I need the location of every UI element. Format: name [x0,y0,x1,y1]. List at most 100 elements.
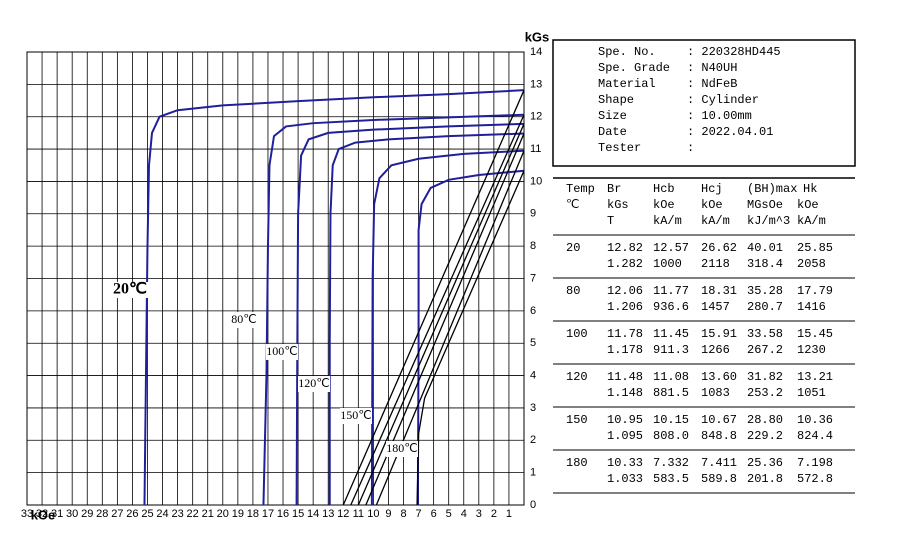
table-cell: 11.08 [653,370,689,384]
y-tick-label: 0 [530,499,536,511]
table-header: MGsOe [747,198,783,212]
y-tick-label: 9 [530,208,536,220]
label-bg [266,344,298,360]
x-tick-label: 18 [247,508,259,520]
x-axis-title: kOe [31,507,56,522]
x-tick-label: 16 [277,508,289,520]
x-tick-label: 22 [187,508,199,520]
y-tick-label: 2 [530,434,536,446]
y-tick-label: 6 [530,305,536,317]
table-cell: 31.82 [747,370,783,384]
table-cell: 12.82 [607,241,643,255]
y-tick-label: 12 [530,111,542,123]
label-bg [340,408,372,424]
x-tick-label: 21 [202,508,214,520]
info-value: : NdFeB [687,77,737,91]
x-tick-label: 10 [367,508,379,520]
table-cell: 808.0 [653,429,689,443]
info-label: Shape [598,93,634,107]
table-cell: 2118 [701,257,730,271]
table-header: Br [607,182,621,196]
y-tick-label: 14 [530,46,542,58]
table-cell: 824.4 [797,429,833,443]
table-cell: 35.28 [747,284,783,298]
x-tick-label: 12 [337,508,349,520]
x-tick-label: 13 [322,508,334,520]
curve-label: 80℃ [231,312,256,326]
curve-label: 180℃ [386,441,417,455]
curve [350,114,525,506]
table-header: (BH)max [747,182,797,196]
curve [262,113,525,506]
table-temp: 180 [566,456,588,470]
table-header: Hcb [653,182,675,196]
table-cell: 11.78 [607,327,643,341]
info-label: Date [598,125,627,139]
table-cell: 10.95 [607,413,643,427]
info-label: Tester [598,141,641,155]
x-tick-label: 3 [476,508,482,520]
y-tick-label: 7 [530,272,536,284]
table-cell: 11.45 [653,327,689,341]
curve [328,132,525,505]
curve-label: 120℃ [298,376,329,390]
curve [295,122,525,506]
curve [416,169,525,506]
table-header: Temp [566,182,595,196]
info-label: Spe. Grade [598,61,670,75]
table-cell: 1.282 [607,257,643,271]
table-cell: 15.45 [797,327,833,341]
table-cell: 40.01 [747,241,783,255]
table-cell: 267.2 [747,343,783,357]
table-cell: 1416 [797,300,826,314]
curve-label: 100℃ [266,344,297,358]
info-value: : 10.00mm [687,109,752,123]
curve [370,149,525,506]
info-label: Material [598,77,656,91]
y-tick-label: 11 [530,143,541,155]
table-temp: 120 [566,370,588,384]
x-tick-label: 1 [506,508,512,520]
table-cell: 2058 [797,257,826,271]
table-header: Hcj [701,182,723,196]
table-header: kOe [653,198,675,212]
table-cell: 10.36 [797,413,833,427]
label-bg [111,282,149,298]
table-header: T [607,214,614,228]
info-value: : Cylinder [687,93,759,107]
table-cell: 10.67 [701,413,737,427]
table-cell: 12.06 [607,284,643,298]
table-header: kOe [701,198,723,212]
table-cell: 1230 [797,343,826,357]
x-tick-label: 11 [353,508,364,520]
table-cell: 10.15 [653,413,689,427]
x-tick-label: 24 [156,508,168,520]
table-temp: 80 [566,284,580,298]
table-cell: 10.33 [607,456,643,470]
table-cell: 17.79 [797,284,833,298]
table-cell: 12.57 [653,241,689,255]
table-cell: 15.91 [701,327,737,341]
table-cell: 1083 [701,386,730,400]
table-cell: 7.198 [797,456,833,470]
label-bg [298,376,330,392]
curve-label: 20℃ [113,281,147,298]
x-tick-label: 29 [81,508,93,520]
info-value: : 2022.04.01 [687,125,773,139]
x-tick-label: 4 [461,508,467,520]
x-tick-label: 32 [36,508,48,520]
x-tick-label: 33 [21,508,33,520]
table-header: kJ/m^3 [747,214,790,228]
table-cell: 201.8 [747,472,783,486]
table-cell: 11.48 [607,370,643,384]
x-tick-label: 8 [400,508,406,520]
y-tick-label: 4 [530,369,536,381]
x-tick-label: 20 [217,508,229,520]
label-bg [386,441,418,457]
x-tick-label: 14 [307,508,319,520]
table-cell: 572.8 [797,472,833,486]
y-tick-label: 1 [530,467,536,479]
table-cell: 1457 [701,300,730,314]
table-temp: 100 [566,327,588,341]
